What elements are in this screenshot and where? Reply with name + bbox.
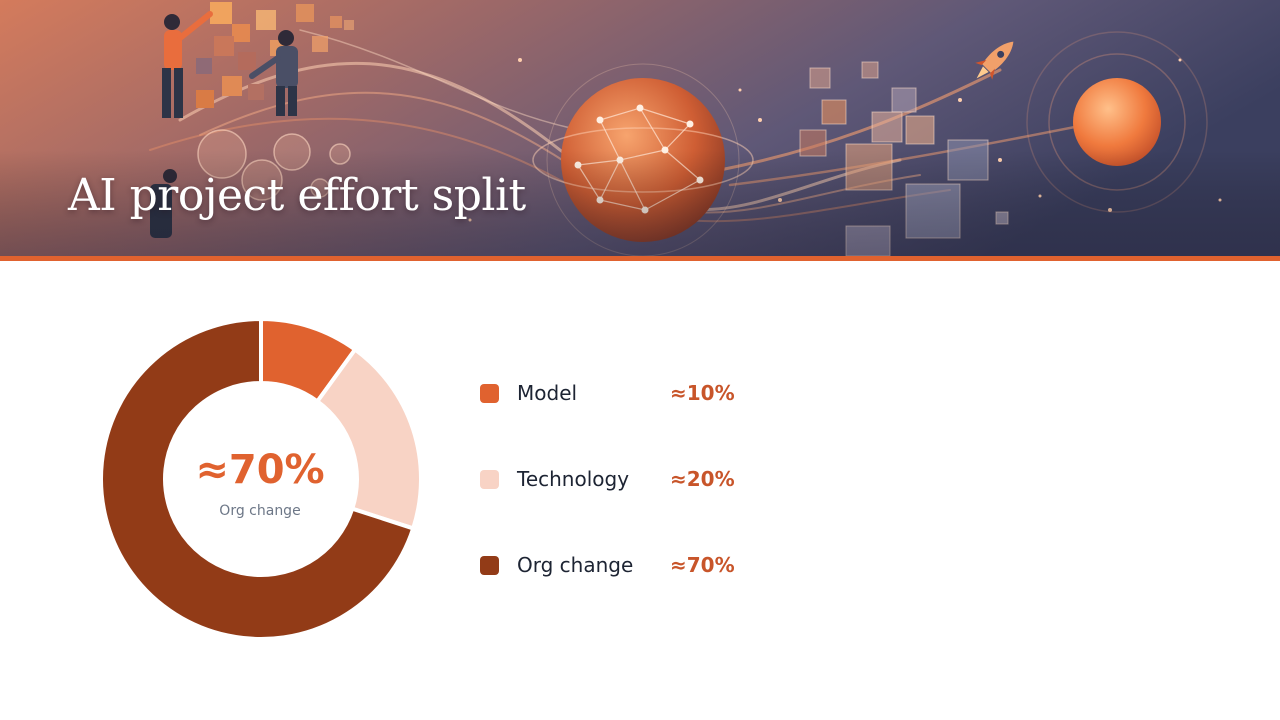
legend-swatch-technology xyxy=(480,470,499,489)
legend-swatch-model xyxy=(480,384,499,403)
person-figure-right xyxy=(249,30,298,116)
legend-value-model: ≈10% xyxy=(670,381,735,405)
person-figure-left xyxy=(162,11,213,118)
legend-item-org-change: Org change ≈70% xyxy=(480,544,800,630)
donut-chart xyxy=(99,317,423,641)
slide-title: AI project effort split xyxy=(68,170,526,221)
donut-center-label: Org change xyxy=(219,503,301,519)
rocket-icon xyxy=(975,41,1014,80)
legend-value-technology: ≈20% xyxy=(670,467,735,491)
legend-label-model: Model xyxy=(517,381,578,405)
chart-legend: Model ≈10% Technology ≈20% Org change ≈7… xyxy=(480,372,800,630)
legend-value-org-change: ≈70% xyxy=(670,553,735,577)
cube-cluster-left xyxy=(196,2,354,108)
donut-slice-technology xyxy=(315,347,423,531)
donut-center-value: ≈70% xyxy=(195,447,325,493)
banner-illustration xyxy=(0,0,1280,256)
legend-item-model: Model ≈10% xyxy=(480,372,800,458)
legend-label-org-change: Org change xyxy=(517,553,634,577)
donut-slice-org-change xyxy=(99,317,416,641)
accent-divider xyxy=(0,256,1280,261)
header-banner: AI project effort split xyxy=(0,0,1280,256)
legend-item-technology: Technology ≈20% xyxy=(480,458,800,544)
legend-swatch-org-change xyxy=(480,556,499,575)
legend-label-technology: Technology xyxy=(517,467,630,491)
